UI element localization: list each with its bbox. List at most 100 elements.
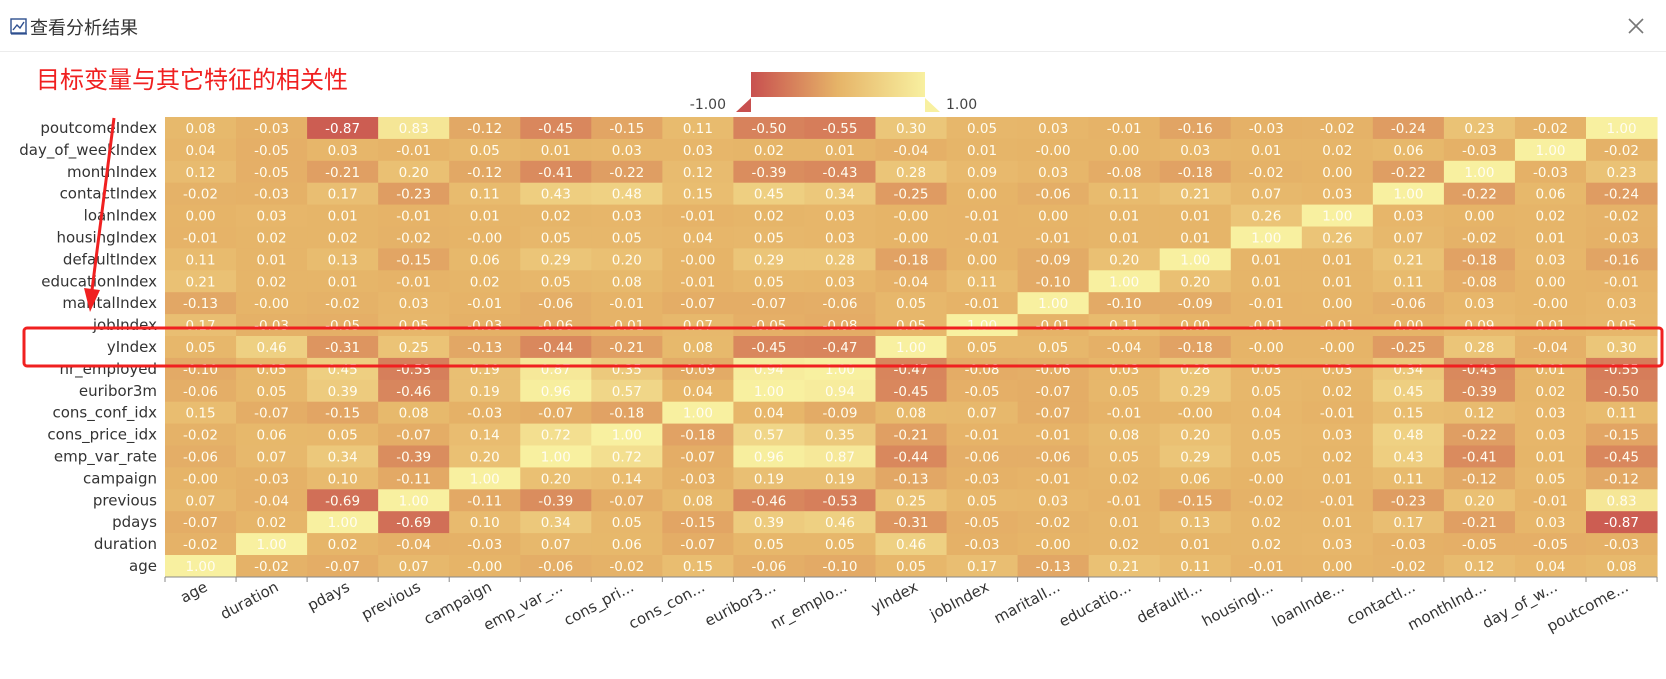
heatmap-cell[interactable] <box>520 314 592 337</box>
heatmap-cell[interactable] <box>236 182 308 206</box>
heatmap-cell[interactable] <box>1088 511 1161 534</box>
heatmap-cell[interactable] <box>520 467 592 490</box>
heatmap-cell[interactable] <box>662 248 734 271</box>
heatmap-cell[interactable] <box>1586 314 1658 337</box>
heatmap-cell[interactable] <box>449 314 521 337</box>
heatmap-cell[interactable] <box>1586 489 1658 512</box>
heatmap-cell[interactable] <box>1088 138 1161 162</box>
heatmap-cell[interactable] <box>662 533 734 556</box>
heatmap-cell[interactable] <box>520 248 592 271</box>
heatmap-cell[interactable] <box>520 357 592 381</box>
heatmap-cell[interactable] <box>1159 357 1232 381</box>
heatmap-cell[interactable] <box>591 248 663 271</box>
heatmap-cell[interactable] <box>1017 445 1090 468</box>
heatmap-cell[interactable] <box>1230 314 1303 337</box>
heatmap-cell[interactable] <box>1230 182 1303 206</box>
heatmap-cell[interactable] <box>1586 138 1658 162</box>
heatmap-cell[interactable] <box>449 226 521 249</box>
heatmap-cell[interactable] <box>1088 467 1161 490</box>
heatmap-cell[interactable] <box>733 489 805 512</box>
heatmap-cell[interactable] <box>1372 533 1445 556</box>
heatmap-cell[interactable] <box>733 314 805 337</box>
heatmap-cell[interactable] <box>1514 445 1587 468</box>
heatmap-cell[interactable] <box>1301 357 1374 381</box>
heatmap-cell[interactable] <box>662 160 734 184</box>
heatmap-cell[interactable] <box>946 138 1019 162</box>
heatmap-cell[interactable] <box>1586 336 1658 359</box>
heatmap-cell[interactable] <box>307 160 379 184</box>
heatmap-cell[interactable] <box>449 117 521 140</box>
heatmap-cell[interactable] <box>307 314 379 337</box>
heatmap-cell[interactable] <box>1301 182 1374 206</box>
heatmap-cell[interactable] <box>1372 138 1445 162</box>
heatmap-cell[interactable] <box>520 270 592 293</box>
heatmap-cell[interactable] <box>875 555 948 578</box>
heatmap-cell[interactable] <box>804 555 876 578</box>
heatmap-cell[interactable] <box>662 336 734 359</box>
heatmap-cell[interactable] <box>1017 248 1090 271</box>
heatmap-cell[interactable] <box>1372 511 1445 534</box>
heatmap-cell[interactable] <box>520 533 592 556</box>
heatmap-cell[interactable] <box>591 160 663 184</box>
heatmap-cell[interactable] <box>1514 117 1587 140</box>
heatmap-cell[interactable] <box>1159 511 1232 534</box>
heatmap-cell[interactable] <box>1088 336 1161 359</box>
heatmap-cell[interactable] <box>1586 204 1658 227</box>
heatmap-cell[interactable] <box>1017 401 1090 425</box>
heatmap-cell[interactable] <box>1159 533 1232 556</box>
heatmap-cell[interactable] <box>1017 182 1090 206</box>
heatmap-cell[interactable] <box>165 292 237 315</box>
heatmap-cell[interactable] <box>449 533 521 556</box>
heatmap-cell[interactable] <box>165 248 237 271</box>
heatmap-cell[interactable] <box>1586 270 1658 293</box>
heatmap-cell[interactable] <box>1230 445 1303 468</box>
heatmap-cell[interactable] <box>1443 204 1516 227</box>
heatmap-cell[interactable] <box>520 401 592 425</box>
heatmap-cell[interactable] <box>1159 138 1232 162</box>
heatmap-cell[interactable] <box>236 248 308 271</box>
heatmap-cell[interactable] <box>733 445 805 468</box>
heatmap-cell[interactable] <box>165 182 237 206</box>
heatmap-cell[interactable] <box>1159 182 1232 206</box>
heatmap-cell[interactable] <box>1017 292 1090 315</box>
heatmap-cell[interactable] <box>1088 248 1161 271</box>
heatmap-cell[interactable] <box>1586 533 1658 556</box>
heatmap-cell[interactable] <box>1301 489 1374 512</box>
heatmap-cell[interactable] <box>1230 489 1303 512</box>
heatmap-cell[interactable] <box>1230 292 1303 315</box>
heatmap-cell[interactable] <box>662 511 734 534</box>
heatmap-cell[interactable] <box>449 270 521 293</box>
heatmap-cell[interactable] <box>1586 379 1658 403</box>
heatmap-cell[interactable] <box>875 117 948 140</box>
heatmap-cell[interactable] <box>1372 336 1445 359</box>
heatmap-cell[interactable] <box>520 511 592 534</box>
heatmap-cell[interactable] <box>378 292 450 315</box>
heatmap-cell[interactable] <box>946 226 1019 249</box>
heatmap-cell[interactable] <box>307 401 379 425</box>
heatmap-cell[interactable] <box>1301 467 1374 490</box>
heatmap-cell[interactable] <box>946 401 1019 425</box>
heatmap-cell[interactable] <box>165 314 237 337</box>
heatmap-cell[interactable] <box>378 511 450 534</box>
heatmap-cell[interactable] <box>1088 555 1161 578</box>
heatmap-cell[interactable] <box>1230 533 1303 556</box>
heatmap-cell[interactable] <box>1301 204 1374 227</box>
heatmap-cell[interactable] <box>1017 314 1090 337</box>
heatmap-cell[interactable] <box>520 226 592 249</box>
heatmap-cell[interactable] <box>236 467 308 490</box>
heatmap-cell[interactable] <box>1443 445 1516 468</box>
heatmap-cell[interactable] <box>733 270 805 293</box>
heatmap-cell[interactable] <box>1586 226 1658 249</box>
heatmap-cell[interactable] <box>520 423 592 446</box>
heatmap-cell[interactable] <box>591 226 663 249</box>
heatmap-cell[interactable] <box>378 423 450 446</box>
heatmap-cell[interactable] <box>733 401 805 425</box>
heatmap-cell[interactable] <box>1017 357 1090 381</box>
heatmap-cell[interactable] <box>449 204 521 227</box>
heatmap-cell[interactable] <box>1443 248 1516 271</box>
heatmap-cell[interactable] <box>378 533 450 556</box>
heatmap-cell[interactable] <box>591 379 663 403</box>
heatmap-cell[interactable] <box>875 511 948 534</box>
heatmap-cell[interactable] <box>875 445 948 468</box>
heatmap-cell[interactable] <box>165 555 237 578</box>
